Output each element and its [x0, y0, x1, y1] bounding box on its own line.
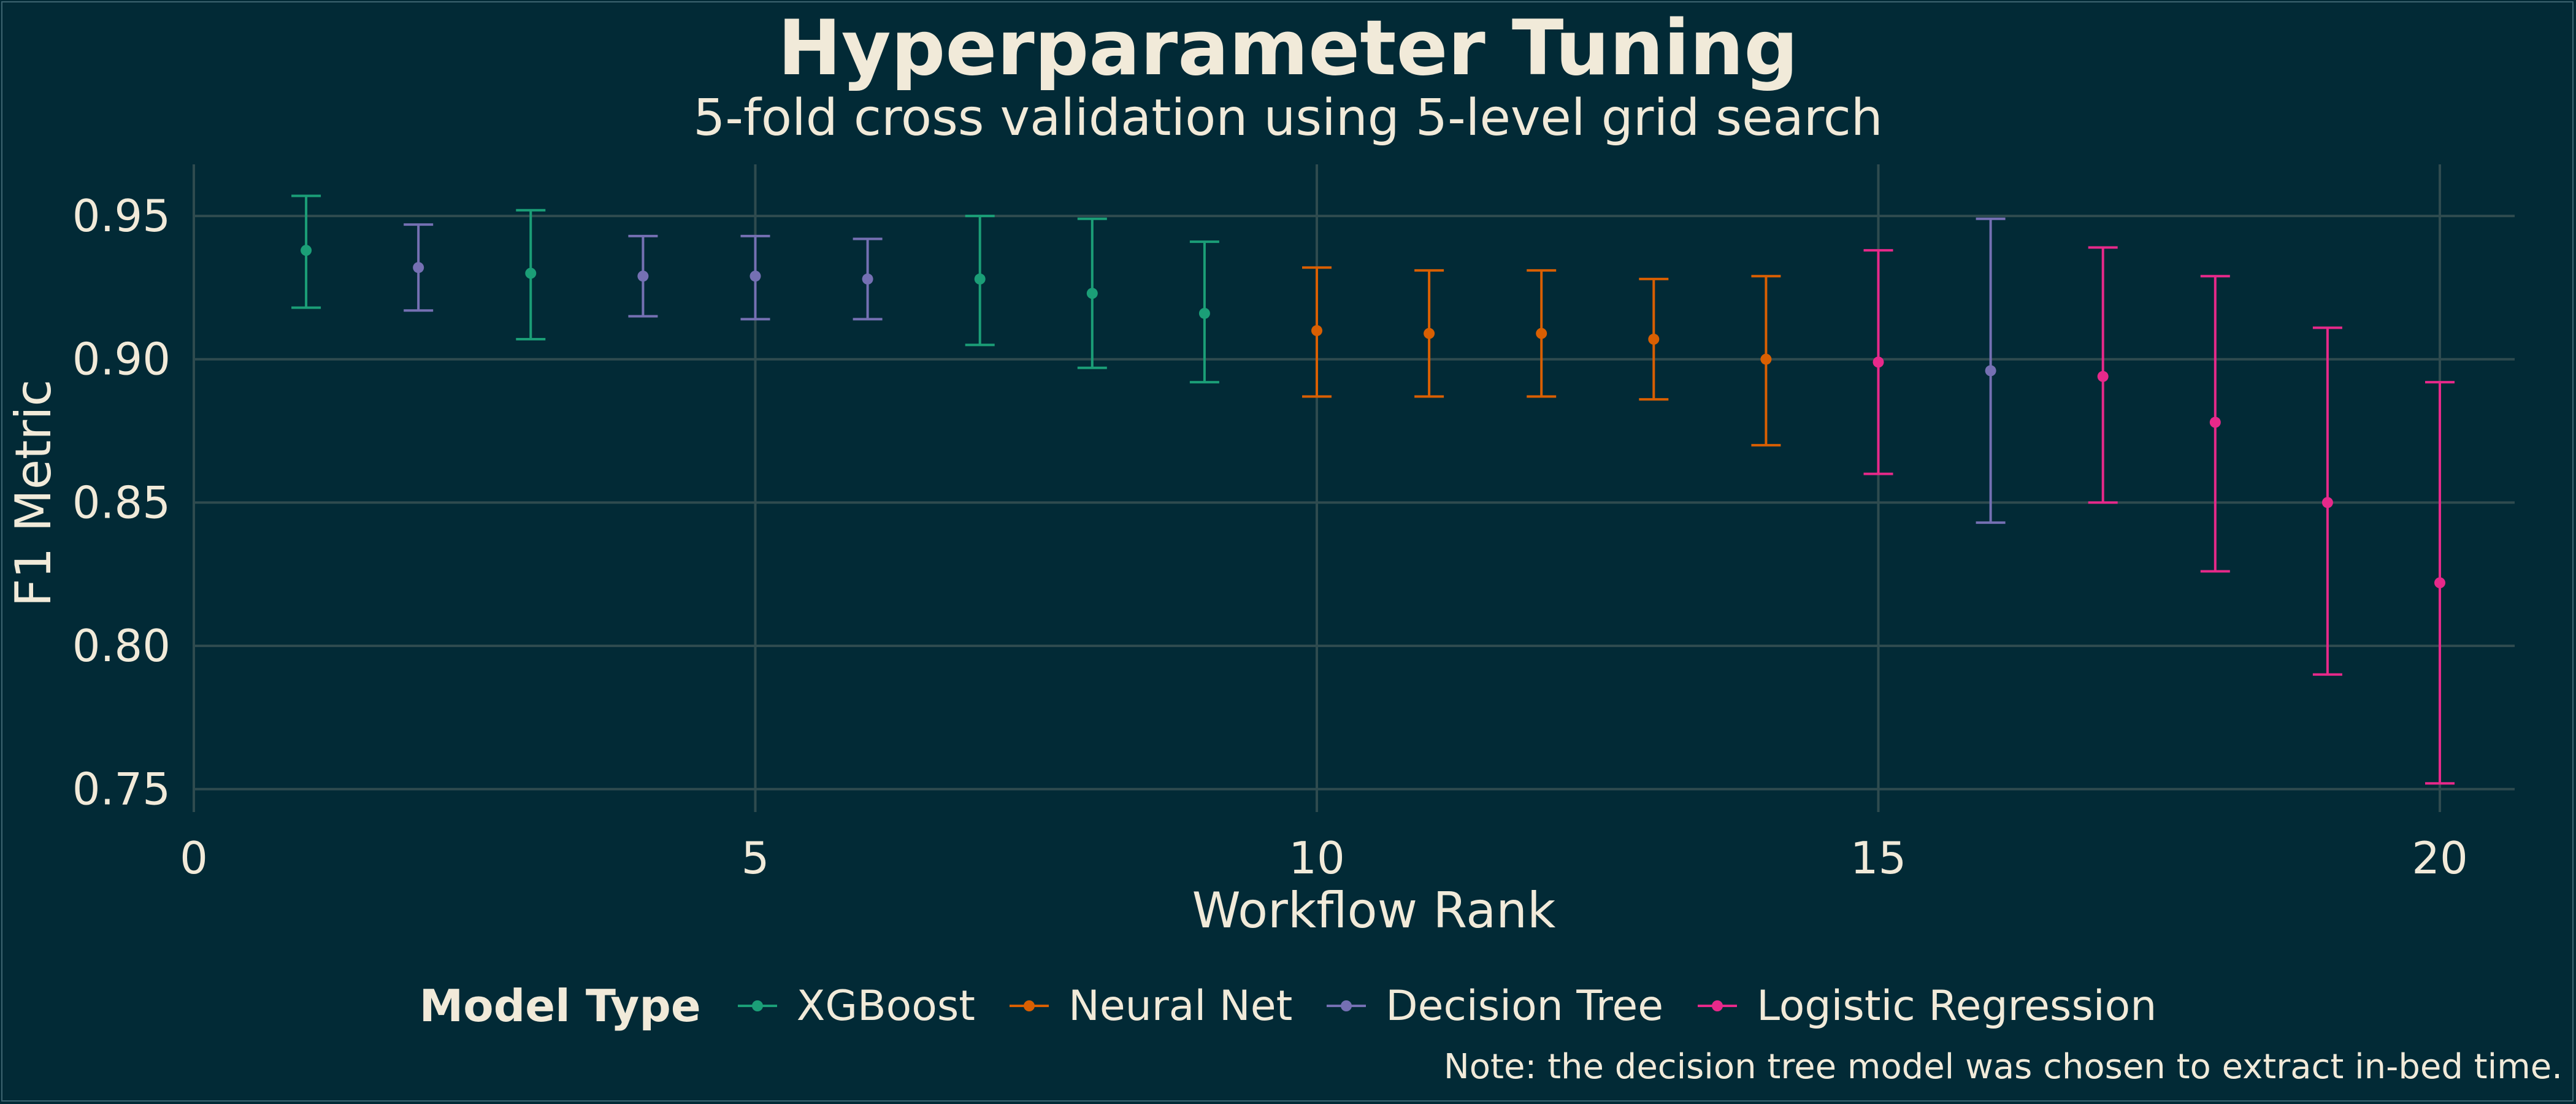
y-tick-label: 0.95 [72, 190, 171, 242]
data-point [1536, 328, 1547, 339]
data-point [1873, 356, 1884, 368]
y-tick-label: 0.85 [72, 477, 171, 528]
x-tick-label: 10 [1289, 832, 1345, 884]
y-tick-label: 0.80 [72, 620, 171, 672]
y-axis-title: F1 Metric [5, 379, 62, 607]
legend-label-xgboost: XGBoost [796, 981, 975, 1030]
data-point [1311, 325, 1322, 337]
legend-key-dot [1023, 1000, 1035, 1011]
series-xgboost [291, 194, 1219, 384]
data-point [1760, 353, 1772, 365]
series-decision-tree [404, 217, 2006, 524]
data-marks [291, 194, 2455, 785]
series-logistic-regression [1863, 246, 2455, 785]
legend-key-xgboost [737, 1000, 777, 1011]
legend-label-logistic-regression: Logistic Regression [1757, 981, 2157, 1030]
y-tick-label: 0.75 [72, 764, 171, 815]
data-point [413, 262, 424, 274]
legend-item-logistic-regression: Logistic Regression [1695, 982, 2156, 1030]
data-point [1198, 307, 1210, 319]
x-tick-label: 0 [180, 832, 208, 884]
data-point [749, 270, 761, 282]
series-neural-net [1302, 266, 1781, 447]
legend-key-dot [1712, 1000, 1723, 1011]
legend-item-decision-tree: Decision Tree [1324, 982, 1663, 1030]
data-point [1648, 334, 1660, 345]
legend-key-dot [751, 1000, 763, 1011]
data-point [1086, 288, 1098, 299]
legend-key-decision-tree [1327, 1000, 1367, 1011]
data-point [525, 267, 537, 279]
data-point [2321, 497, 2333, 508]
data-point [974, 273, 986, 285]
data-point [1985, 365, 1996, 377]
legend-item-xgboost: XGBoost [735, 982, 975, 1030]
chart-subtitle: 5-fold cross validation using 5-level gr… [693, 89, 1883, 147]
grid-lines [193, 164, 2515, 812]
legend-key-neural-net [1009, 1000, 1049, 1011]
data-point [1424, 328, 1435, 339]
legend-label-neural-net: Neural Net [1068, 981, 1293, 1030]
legend-title: Model Type [419, 980, 701, 1032]
data-point [2209, 416, 2221, 428]
chart-title: Hyperparameter Tuning [778, 4, 1798, 93]
tick-labels: 0.75 0.80 0.85 0.90 0.95 0 5 10 15 20 [72, 190, 2468, 884]
legend-label-decision-tree: Decision Tree [1386, 981, 1664, 1030]
legend-key-dot [1341, 1000, 1352, 1011]
data-point [2434, 577, 2445, 589]
legend: Model Type XGBoost Neural Net Decision T… [0, 975, 2576, 1037]
data-point [862, 273, 873, 285]
legend-key-logistic-regression [1698, 1000, 1738, 1011]
data-point [301, 245, 312, 256]
x-tick-label: 15 [1850, 832, 1907, 884]
x-tick-label: 5 [742, 832, 770, 884]
x-tick-label: 20 [2412, 832, 2468, 884]
y-tick-label: 0.90 [72, 334, 171, 385]
chart-note: Note: the decision tree model was chosen… [1443, 1047, 2563, 1087]
legend-item-neural-net: Neural Net [1007, 982, 1292, 1030]
data-point [2097, 370, 2109, 382]
x-axis-title: Workflow Rank [1192, 882, 1556, 939]
data-point [637, 270, 649, 282]
